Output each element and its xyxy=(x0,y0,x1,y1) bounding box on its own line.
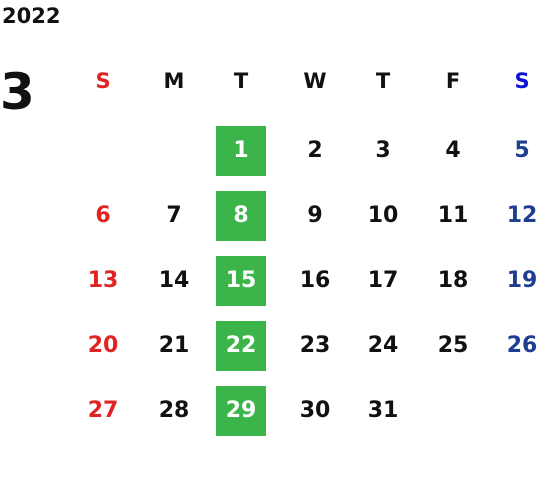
year: 2022 xyxy=(2,4,61,28)
day: 9 xyxy=(307,203,323,228)
weekday-header: W xyxy=(303,69,327,93)
day: 23 xyxy=(299,333,331,358)
day: 11 xyxy=(437,203,469,228)
weekday-header: T xyxy=(375,69,391,93)
day: 14 xyxy=(158,268,190,293)
day: 30 xyxy=(299,398,331,423)
day: 15 xyxy=(216,256,266,306)
weekday-header: S xyxy=(95,69,111,93)
day: 4 xyxy=(445,138,461,163)
day: 12 xyxy=(506,203,538,228)
day: 25 xyxy=(437,333,469,358)
day: 20 xyxy=(87,333,119,358)
day: 27 xyxy=(87,398,119,423)
day: 21 xyxy=(158,333,190,358)
day: 28 xyxy=(158,398,190,423)
month: 3 xyxy=(0,63,35,121)
day: 29 xyxy=(216,386,266,436)
weekday-header: T xyxy=(233,69,249,93)
day: 3 xyxy=(375,138,391,163)
day: 16 xyxy=(299,268,331,293)
day: 10 xyxy=(367,203,399,228)
day: 13 xyxy=(87,268,119,293)
day: 7 xyxy=(166,203,182,228)
day: 8 xyxy=(216,191,266,241)
day: 2 xyxy=(307,138,323,163)
weekday-header: F xyxy=(445,69,461,93)
day: 6 xyxy=(95,203,111,228)
day: 19 xyxy=(506,268,538,293)
day: 5 xyxy=(514,138,530,163)
weekday-header: M xyxy=(163,69,185,93)
day: 22 xyxy=(216,321,266,371)
day: 18 xyxy=(437,268,469,293)
day: 24 xyxy=(367,333,399,358)
day: 31 xyxy=(367,398,399,423)
day: 17 xyxy=(367,268,399,293)
day: 26 xyxy=(506,333,538,358)
weekday-header: S xyxy=(514,69,530,93)
day: 1 xyxy=(216,126,266,176)
